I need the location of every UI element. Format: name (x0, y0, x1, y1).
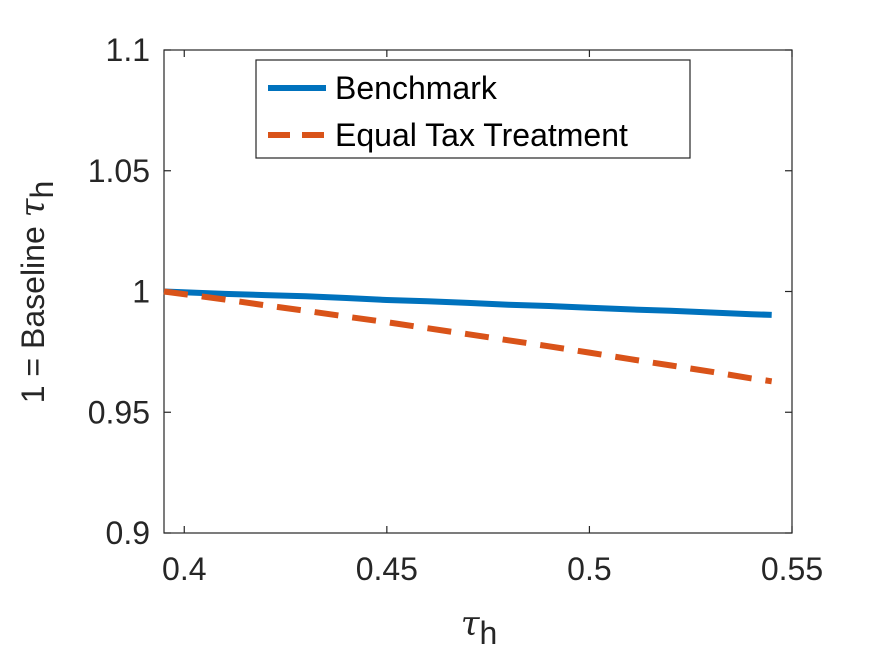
legend: Benchmark Equal Tax Treatment (255, 59, 691, 159)
x-axis-label: τh (461, 604, 498, 651)
y-tick-label: 1 (132, 274, 150, 310)
y-tick-label: 1.1 (106, 32, 150, 68)
y-tick-label: 0.9 (106, 515, 150, 551)
legend-label-equal-tax: Equal Tax Treatment (335, 117, 628, 153)
series-line-equal-tax (163, 288, 773, 385)
y-axis-subscript: h (24, 181, 60, 199)
axis-ticks: 0.4 0.45 0.5 0.55 0.9 0.95 1 1.05 1.1 (88, 32, 823, 587)
series-line-benchmark (163, 288, 772, 318)
x-axis-subscript: h (480, 615, 498, 651)
y-tick-label: 0.95 (88, 394, 150, 430)
legend-label-benchmark: Benchmark (335, 70, 498, 106)
legend-box (255, 59, 691, 159)
x-tick-label: 0.55 (761, 551, 823, 587)
y-axis-symbol: τ (13, 197, 53, 217)
series-layer (163, 288, 773, 385)
y-axis-text: 1 = Baseline (15, 217, 51, 403)
x-tick-label: 0.45 (356, 551, 418, 587)
y-tick-label: 1.05 (88, 153, 150, 189)
y-axis-label: 1 = Baseline τh (13, 181, 60, 404)
x-tick-label: 0.4 (162, 551, 206, 587)
x-axis-symbol: τ (461, 604, 481, 644)
x-tick-label: 0.5 (567, 551, 611, 587)
